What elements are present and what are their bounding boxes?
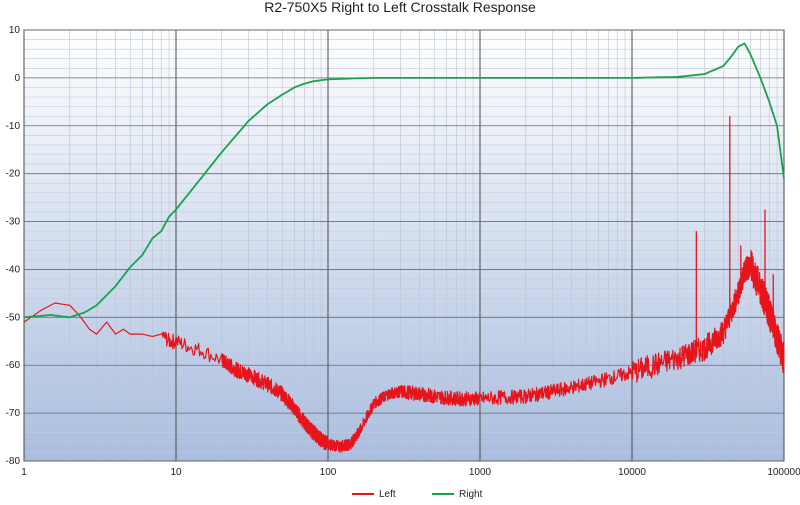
y-tick-label: -40 — [6, 264, 21, 275]
y-tick-label: -20 — [6, 169, 21, 180]
minor-gridlines — [24, 30, 784, 461]
y-tick-label: 10 — [9, 25, 21, 36]
x-tick-label: 10000 — [618, 467, 646, 478]
series-line-left — [23, 249, 785, 453]
y-tick-label: -70 — [6, 408, 21, 419]
legend: Left Right — [352, 489, 483, 500]
legend-label-right: Right — [459, 489, 483, 500]
x-tick-label: 10 — [170, 467, 182, 478]
chart-title: R2-750X5 Right to Left Crosstalk Respons… — [264, 0, 536, 15]
y-tick-label: -80 — [6, 456, 21, 467]
x-tick-label: 100000 — [767, 467, 800, 478]
x-tick-label: 1 — [21, 467, 27, 478]
x-tick-label: 1000 — [469, 467, 492, 478]
series-layer — [23, 42, 785, 453]
y-tick-label: -30 — [6, 217, 21, 228]
y-tick-label: -50 — [6, 312, 21, 323]
y-tick-label: 0 — [14, 73, 20, 84]
y-tick-label: -10 — [6, 121, 21, 132]
series-line-right — [23, 42, 785, 319]
tick-labels: 100-10-20-30-40-50-60-70-801 10 100 1000 100… — [6, 25, 800, 478]
x-tick-label: 100 — [320, 467, 337, 478]
legend-label-left: Left — [379, 489, 396, 500]
y-tick-label: -60 — [6, 360, 21, 371]
major-gridlines — [23, 29, 785, 462]
